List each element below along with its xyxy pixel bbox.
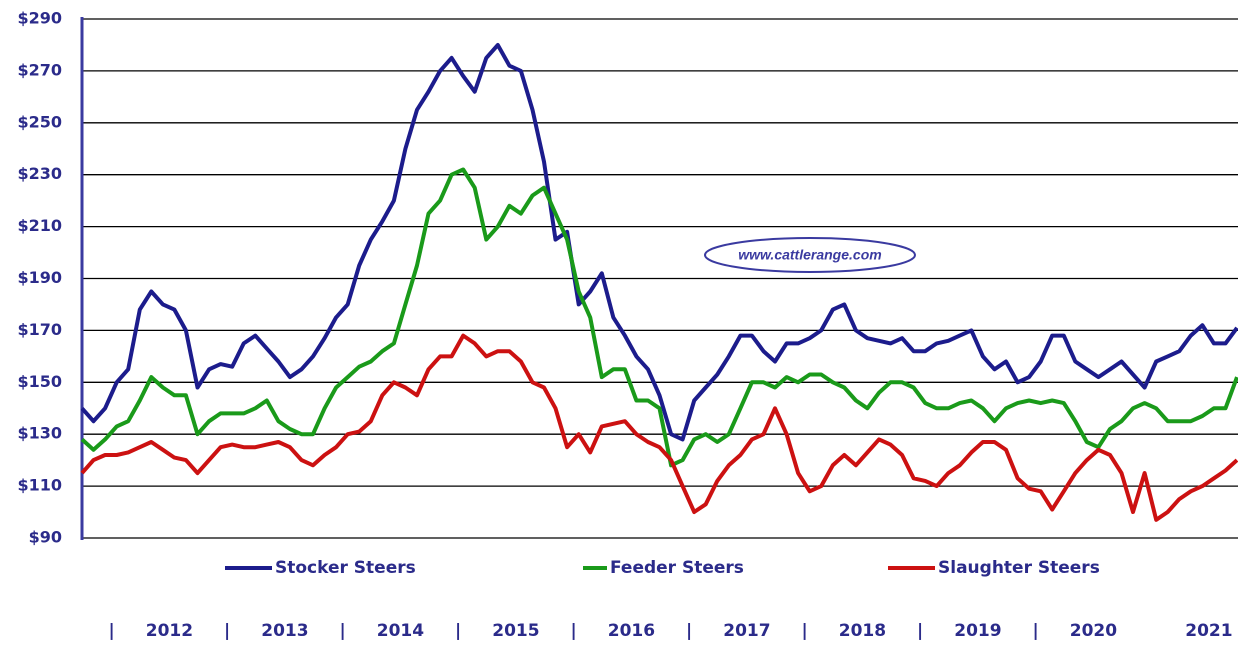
x-tick-label: 2019 <box>954 621 1001 641</box>
lines <box>80 43 1238 522</box>
x-separator: | <box>455 621 461 641</box>
legend-label: Stocker Steers <box>275 558 416 578</box>
y-tick-label: $190 <box>17 268 62 287</box>
watermark-frame <box>704 237 916 273</box>
grid <box>80 17 1238 540</box>
y-tick-label: $250 <box>17 112 62 131</box>
x-separator: | <box>802 621 808 641</box>
x-tick-label: 2012 <box>146 621 193 641</box>
x-tick-label: 2016 <box>608 621 655 641</box>
y-tick-label: $150 <box>17 372 62 391</box>
x-separator: | <box>1033 621 1039 641</box>
x-tick-label: 2015 <box>492 621 539 641</box>
y-tick-label: $230 <box>17 164 62 183</box>
x-tick-label: 2021 <box>1185 621 1232 641</box>
series-line <box>80 167 1238 468</box>
x-separator: | <box>109 621 115 641</box>
x-tick-label: 2020 <box>1070 621 1117 641</box>
y-tick-label: $170 <box>17 320 62 339</box>
series-line <box>80 333 1238 522</box>
series-line <box>80 43 1238 442</box>
x-tick-label: 2013 <box>261 621 308 641</box>
x-separator: | <box>340 621 346 641</box>
x-tick-label: 2017 <box>723 621 770 641</box>
watermark: www.cattlerange.com <box>738 247 881 263</box>
x-separator: | <box>917 621 923 641</box>
x-separator: | <box>224 621 230 641</box>
y-tick-label: $270 <box>17 60 62 79</box>
y-tick-label: $90 <box>29 528 62 547</box>
legend-label: Slaughter Steers <box>938 558 1100 578</box>
y-tick-label: $130 <box>17 424 62 443</box>
legend-label: Feeder Steers <box>610 558 744 578</box>
y-tick-label: $210 <box>17 216 62 235</box>
x-separator: | <box>686 621 692 641</box>
x-tick-label: 2018 <box>839 621 886 641</box>
y-tick-label: $290 <box>17 9 62 28</box>
x-separator: | <box>571 621 577 641</box>
y-tick-label: $110 <box>17 476 62 495</box>
x-tick-label: 2014 <box>377 621 424 641</box>
